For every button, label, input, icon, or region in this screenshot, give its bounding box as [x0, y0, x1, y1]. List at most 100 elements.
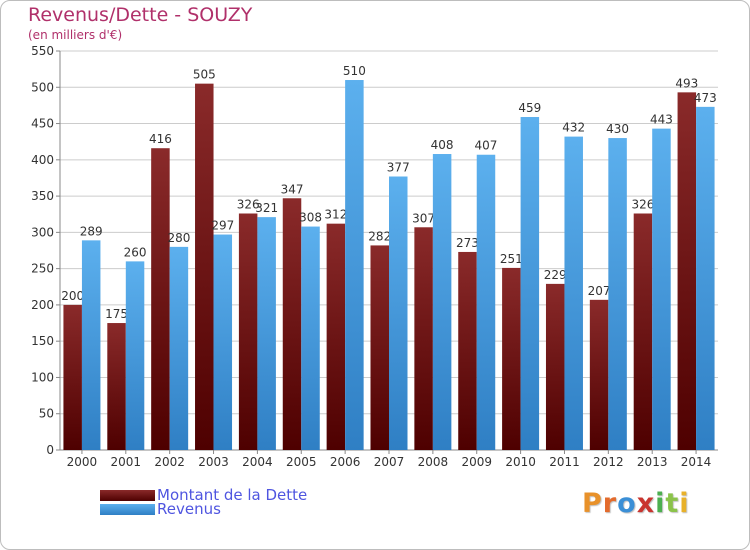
x-tick-label: 2010 — [505, 455, 536, 469]
data-label: 430 — [606, 122, 629, 136]
bar-revenus — [257, 217, 276, 450]
legend-item-debt: Montant de la Dette — [100, 486, 308, 504]
y-tick-label: 50 — [39, 407, 54, 421]
bar-revenus — [520, 117, 540, 451]
data-label: 282 — [368, 229, 391, 243]
data-label: 510 — [343, 64, 366, 78]
x-tick-label: 2000 — [67, 455, 98, 469]
data-label: 443 — [650, 113, 673, 127]
x-tick-label: 2001 — [111, 455, 142, 469]
bar-debt — [326, 223, 346, 450]
x-tick-label: 2007 — [374, 455, 405, 469]
bar-debt — [458, 251, 477, 450]
data-label: 200 — [61, 289, 84, 303]
bar-debt — [589, 299, 609, 450]
bar-revenus — [608, 138, 627, 450]
x-tick-label: 2002 — [154, 455, 185, 469]
bar-revenus — [476, 154, 496, 451]
chart-title: Revenus/Dette - SOUZY — [28, 4, 253, 26]
bar-debt — [63, 304, 82, 450]
bar-debt — [282, 198, 302, 450]
logo-letter: i — [655, 488, 666, 519]
data-label: 407 — [475, 139, 498, 153]
data-label: 280 — [167, 231, 190, 245]
x-tick-label: 2014 — [681, 455, 712, 469]
bar-debt — [677, 92, 697, 451]
bar-revenus — [169, 246, 189, 450]
y-tick-label: 550 — [31, 44, 54, 58]
data-label: 289 — [80, 224, 103, 238]
y-tick-label: 500 — [31, 80, 54, 94]
logo-letter: P — [582, 488, 603, 519]
bar-debt — [502, 267, 521, 450]
bar-debt — [195, 83, 214, 451]
data-label: 408 — [431, 138, 454, 152]
data-label: 377 — [387, 161, 410, 175]
data-label: 321 — [255, 201, 278, 215]
logo-letter: o — [617, 488, 637, 519]
legend-label-debt: Montant de la Dette — [157, 486, 308, 504]
data-label: 251 — [500, 252, 523, 266]
bar-debt — [370, 245, 389, 450]
data-label: 273 — [456, 236, 479, 250]
x-tick-label: 2008 — [418, 455, 449, 469]
y-tick-label: 150 — [31, 334, 54, 348]
y-tick-label: 350 — [31, 189, 54, 203]
bar-revenus — [125, 261, 145, 450]
legend-swatch-revenus — [100, 503, 155, 515]
bar-revenus — [432, 154, 452, 451]
data-label: 260 — [124, 245, 147, 259]
data-label: 347 — [281, 182, 304, 196]
bar-revenus — [301, 226, 320, 450]
data-label: 459 — [518, 101, 541, 115]
data-label: 326 — [631, 198, 654, 212]
data-label: 308 — [299, 211, 322, 225]
y-tick-label: 250 — [31, 262, 54, 276]
x-tick-label: 2013 — [637, 455, 668, 469]
x-tick-label: 2004 — [242, 455, 273, 469]
legend-label-revenus: Revenus — [157, 500, 221, 518]
data-label: 473 — [694, 91, 717, 105]
data-label: 312 — [324, 208, 347, 222]
logo-letter: i — [679, 488, 690, 519]
legend-item-revenus: Revenus — [100, 500, 221, 518]
x-tick-label: 2009 — [461, 455, 492, 469]
data-label: 297 — [211, 219, 234, 233]
proxiti-logo: Proxiti — [582, 488, 690, 519]
bar-revenus — [213, 234, 233, 450]
y-tick-label: 400 — [31, 153, 54, 167]
bar-debt — [545, 283, 565, 450]
data-label: 307 — [412, 211, 435, 225]
y-tick-label: 200 — [31, 298, 54, 312]
bar-revenus — [696, 106, 715, 451]
x-tick-label: 2006 — [330, 455, 361, 469]
chart-subtitle: (en milliers d'€) — [28, 28, 123, 42]
y-tick-label: 100 — [31, 370, 54, 384]
x-tick-label: 2005 — [286, 455, 317, 469]
y-tick-label: 300 — [31, 225, 54, 239]
x-tick-label: 2011 — [549, 455, 580, 469]
y-tick-label: 0 — [46, 443, 54, 457]
legend-swatch-debt — [100, 489, 155, 501]
data-label: 505 — [193, 68, 216, 82]
y-tick-label: 450 — [31, 117, 54, 131]
bar-debt — [238, 213, 258, 450]
x-tick-label: 2003 — [198, 455, 229, 469]
data-label: 229 — [544, 268, 567, 282]
data-label: 207 — [588, 284, 611, 298]
bar-debt — [151, 148, 170, 450]
bar-debt — [107, 323, 126, 450]
bar-debt — [414, 227, 433, 450]
x-tick-label: 2012 — [593, 455, 624, 469]
data-label: 493 — [675, 76, 698, 90]
bar-revenus — [652, 128, 671, 450]
data-label: 416 — [149, 132, 172, 146]
bar-revenus — [564, 136, 583, 450]
bar-revenus — [345, 80, 364, 450]
data-label: 175 — [105, 307, 128, 321]
bar-debt — [633, 213, 653, 450]
bar-revenus — [81, 240, 101, 450]
logo-letter: x — [636, 488, 656, 519]
bar-revenus — [389, 176, 408, 450]
